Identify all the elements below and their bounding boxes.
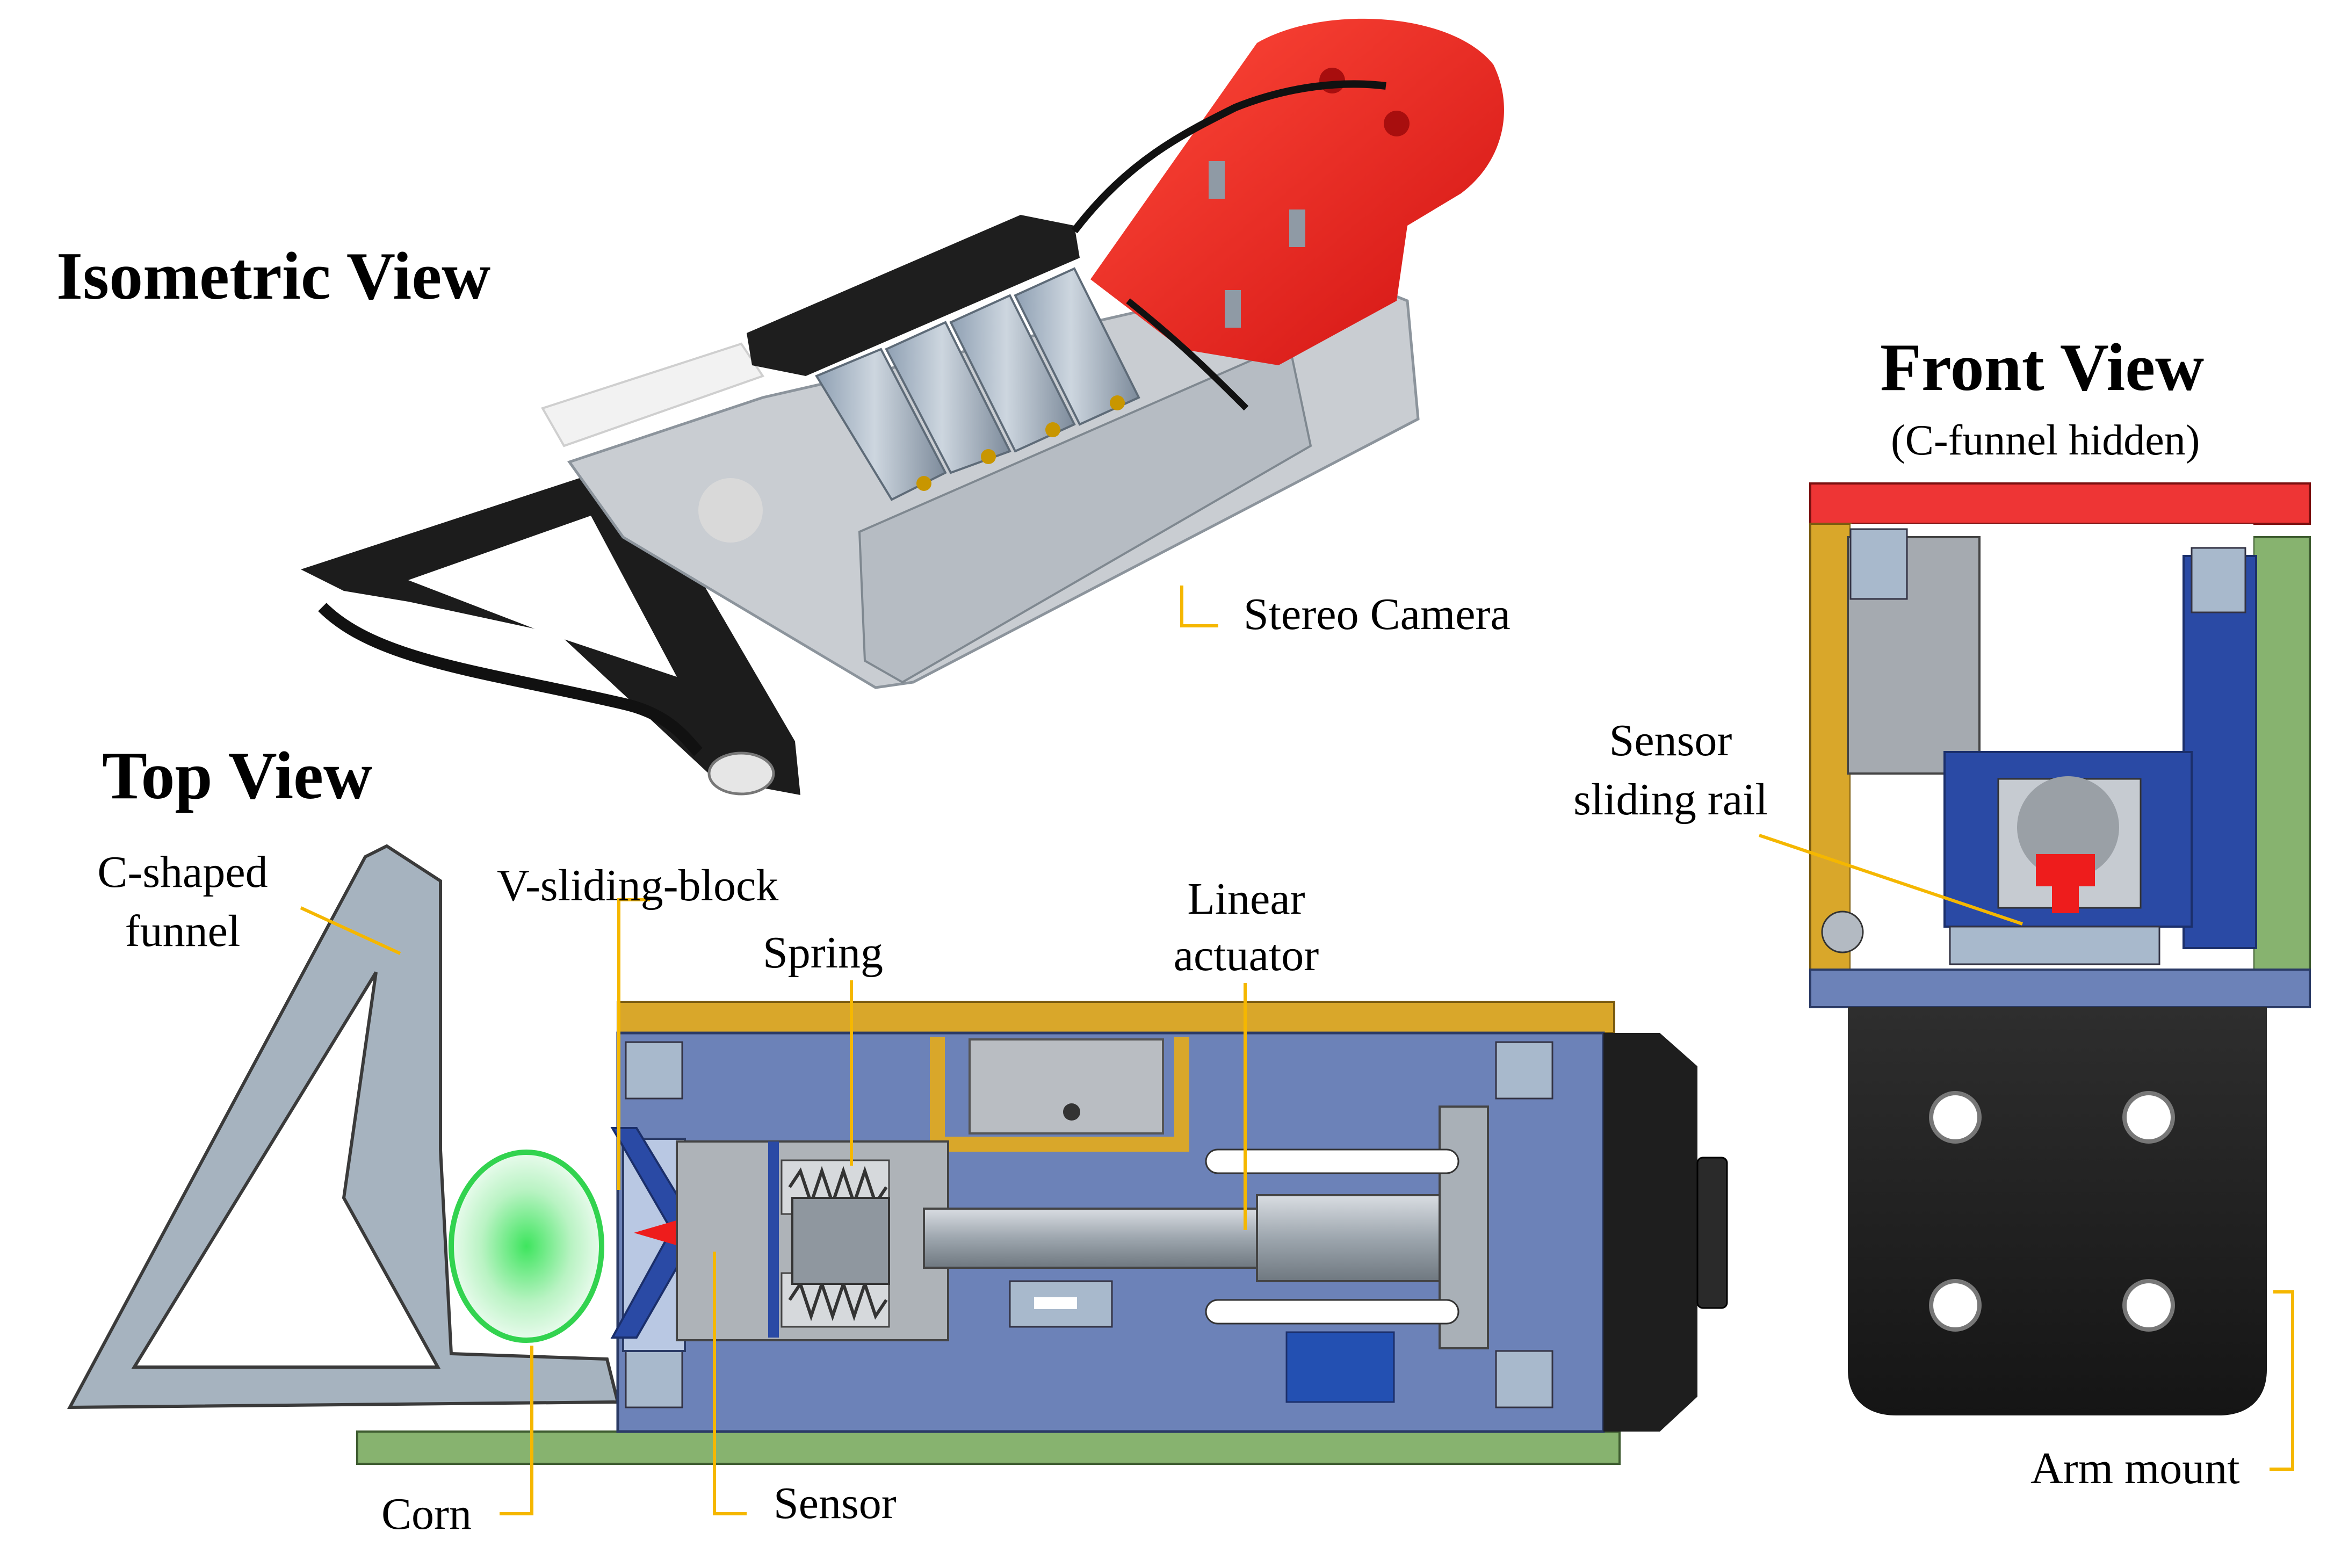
spring-coil-bottom bbox=[788, 1278, 888, 1321]
iso-cable bbox=[318, 603, 703, 756]
sensor-rail-leader bbox=[1759, 834, 2023, 926]
label-v-sliding-block: V-sliding-block bbox=[497, 861, 779, 911]
c-funnel-shape bbox=[67, 844, 620, 1410]
label-linear-line1: Linear bbox=[1187, 874, 1305, 924]
label-linear-line2: actuator bbox=[1173, 930, 1319, 980]
iso-white-tube bbox=[541, 342, 765, 447]
front-green-right bbox=[2252, 536, 2311, 979]
title-top: Top View bbox=[102, 739, 373, 813]
stereo-camera-leader bbox=[1180, 586, 1218, 627]
label-sensor-rail-line2: sliding rail bbox=[1573, 775, 1768, 825]
label-sensor-rail-line1: Sensor bbox=[1609, 716, 1732, 765]
front-note: (C-funnel hidden) bbox=[1891, 417, 2200, 464]
front-arm-mount bbox=[1848, 1007, 2267, 1415]
v-block-leader bbox=[617, 898, 650, 1190]
label-arm-mount: Arm mount bbox=[2030, 1443, 2240, 1493]
spring-coil-top bbox=[788, 1166, 888, 1209]
c-funnel-leader bbox=[300, 906, 401, 955]
corn-ellipse bbox=[449, 1150, 604, 1343]
top-view-drawing bbox=[67, 844, 1728, 1465]
label-corn: Corn bbox=[381, 1489, 472, 1539]
title-isometric: Isometric View bbox=[56, 239, 491, 314]
title-front: Front View bbox=[1880, 330, 2205, 405]
arm-mount-leader bbox=[2270, 1290, 2294, 1471]
top-camera-module bbox=[1603, 1033, 1697, 1432]
iso-acrylic-front bbox=[858, 342, 1312, 684]
actuator-rod bbox=[923, 1208, 1258, 1269]
label-sensor: Sensor bbox=[774, 1478, 897, 1528]
corn-leader bbox=[500, 1346, 533, 1515]
label-spring: Spring bbox=[763, 928, 884, 978]
isometric-photo bbox=[301, 18, 1504, 796]
green-pcb-bottom bbox=[356, 1430, 1621, 1465]
label-c-funnel-line1: C-shaped bbox=[97, 847, 268, 897]
front-sliding-rail bbox=[1949, 926, 2160, 965]
gold-top-rail bbox=[617, 1001, 1615, 1034]
iso-batteries bbox=[815, 267, 1140, 501]
front-red-sensor bbox=[2036, 854, 2095, 913]
label-c-funnel-line2: funnel bbox=[125, 906, 241, 956]
front-view-drawing bbox=[1809, 482, 2311, 1415]
iso-funnel-hole bbox=[408, 516, 677, 677]
front-red-top bbox=[1809, 482, 2311, 525]
gold-u-bracket bbox=[930, 1037, 1189, 1152]
label-stereo-camera: Stereo Camera bbox=[1244, 589, 1511, 639]
front-blue-base bbox=[1809, 969, 2311, 1008]
iso-red-camera-mount bbox=[1090, 18, 1504, 366]
iso-battery-lid bbox=[747, 215, 1080, 376]
sensor-leader bbox=[713, 1252, 747, 1515]
